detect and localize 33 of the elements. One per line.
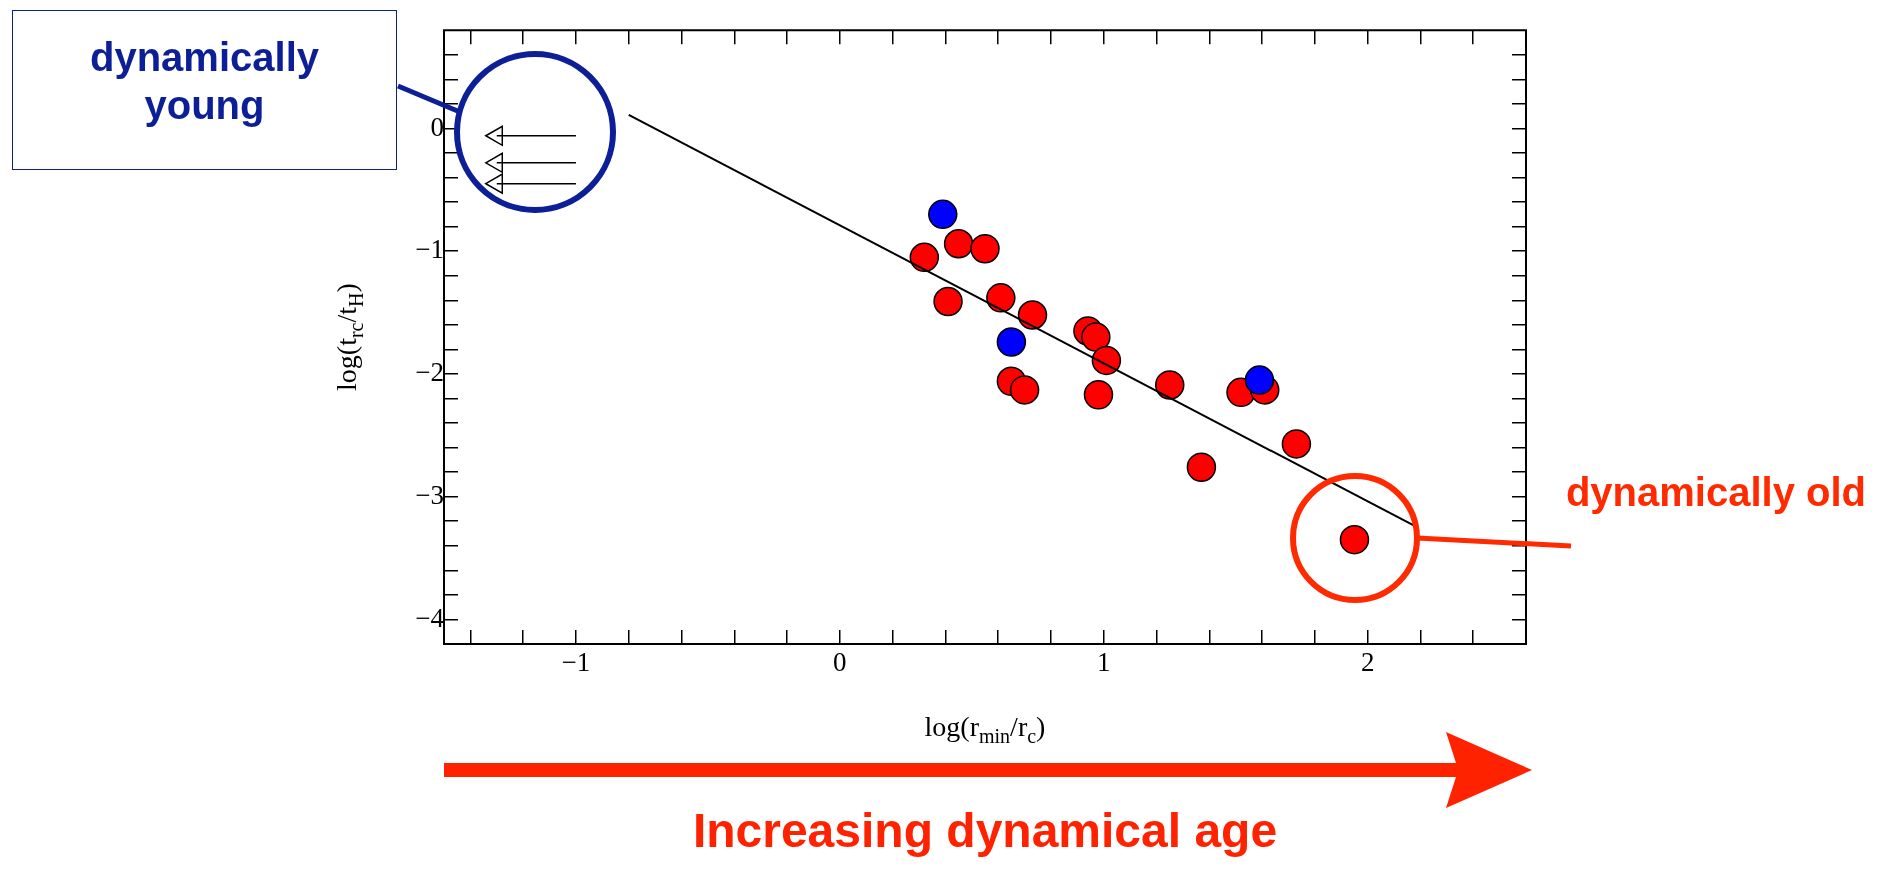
y-tick-label: −1 xyxy=(415,234,444,265)
y-axis-title: log(trc/tH) xyxy=(331,283,367,391)
text: dynamically old xyxy=(1564,469,1868,516)
point xyxy=(933,286,963,317)
point xyxy=(928,199,958,230)
point xyxy=(1154,370,1185,400)
point xyxy=(1009,375,1040,405)
y-tick-label: −2 xyxy=(415,357,444,388)
y-tick-label: −4 xyxy=(415,602,445,633)
x-tick-label: 1 xyxy=(1097,647,1111,678)
x-tick-label: −1 xyxy=(561,647,591,678)
point xyxy=(1186,452,1217,482)
point xyxy=(1083,380,1114,410)
point xyxy=(943,229,974,259)
point xyxy=(485,173,504,194)
point xyxy=(1017,300,1048,330)
x-tick-label: 2 xyxy=(1360,647,1375,678)
point xyxy=(485,125,504,147)
y-tick-label: −3 xyxy=(415,479,444,510)
point xyxy=(986,283,1016,313)
point xyxy=(909,242,940,273)
point xyxy=(970,233,1000,264)
point xyxy=(1081,322,1111,352)
point xyxy=(1281,429,1312,459)
x-tick-label: 0 xyxy=(833,647,847,678)
point xyxy=(996,327,1027,357)
y-tick-label: 0 xyxy=(430,111,444,142)
text: dynamically young xyxy=(12,10,397,170)
text: Increasing dynamical age xyxy=(691,803,1279,859)
point xyxy=(485,152,504,174)
point xyxy=(1244,365,1275,395)
point xyxy=(1339,524,1370,555)
point xyxy=(1091,345,1122,376)
